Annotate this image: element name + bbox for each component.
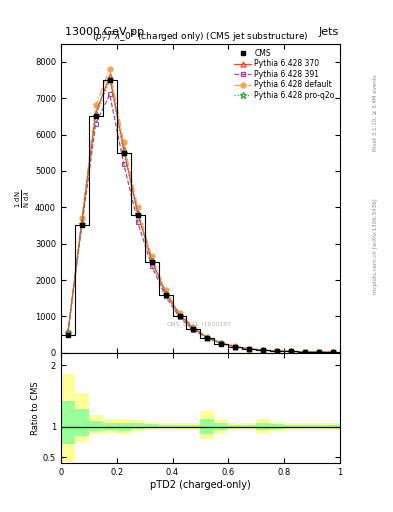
Legend: CMS, Pythia 6.428 370, Pythia 6.428 391, Pythia 6.428 default, Pythia 6.428 pro-: CMS, Pythia 6.428 370, Pythia 6.428 391,… <box>233 47 336 101</box>
Text: mcplots.cern.ch [arXiv:1306.3436]: mcplots.cern.ch [arXiv:1306.3436] <box>373 198 378 293</box>
Text: Jets: Jets <box>318 27 339 37</box>
Text: CMS_2021_I1920187: CMS_2021_I1920187 <box>167 321 232 327</box>
X-axis label: pTD2 (charged-only): pTD2 (charged-only) <box>150 480 251 490</box>
Y-axis label: $\frac{1}{\mathrm{N}}\frac{\mathrm{d}\,\mathrm{N}}{\mathrm{d}\,\lambda}$: $\frac{1}{\mathrm{N}}\frac{\mathrm{d}\,\… <box>14 189 32 208</box>
Text: Rivet 3.1.10, ≥ 3.4M events: Rivet 3.1.10, ≥ 3.4M events <box>373 74 378 151</box>
Y-axis label: Ratio to CMS: Ratio to CMS <box>31 381 40 435</box>
Text: 13000 GeV pp: 13000 GeV pp <box>65 27 144 37</box>
Title: $(p_T^D)^2\lambda\_0^2$ (charged only) (CMS jet substructure): $(p_T^D)^2\lambda\_0^2$ (charged only) (… <box>92 29 309 44</box>
